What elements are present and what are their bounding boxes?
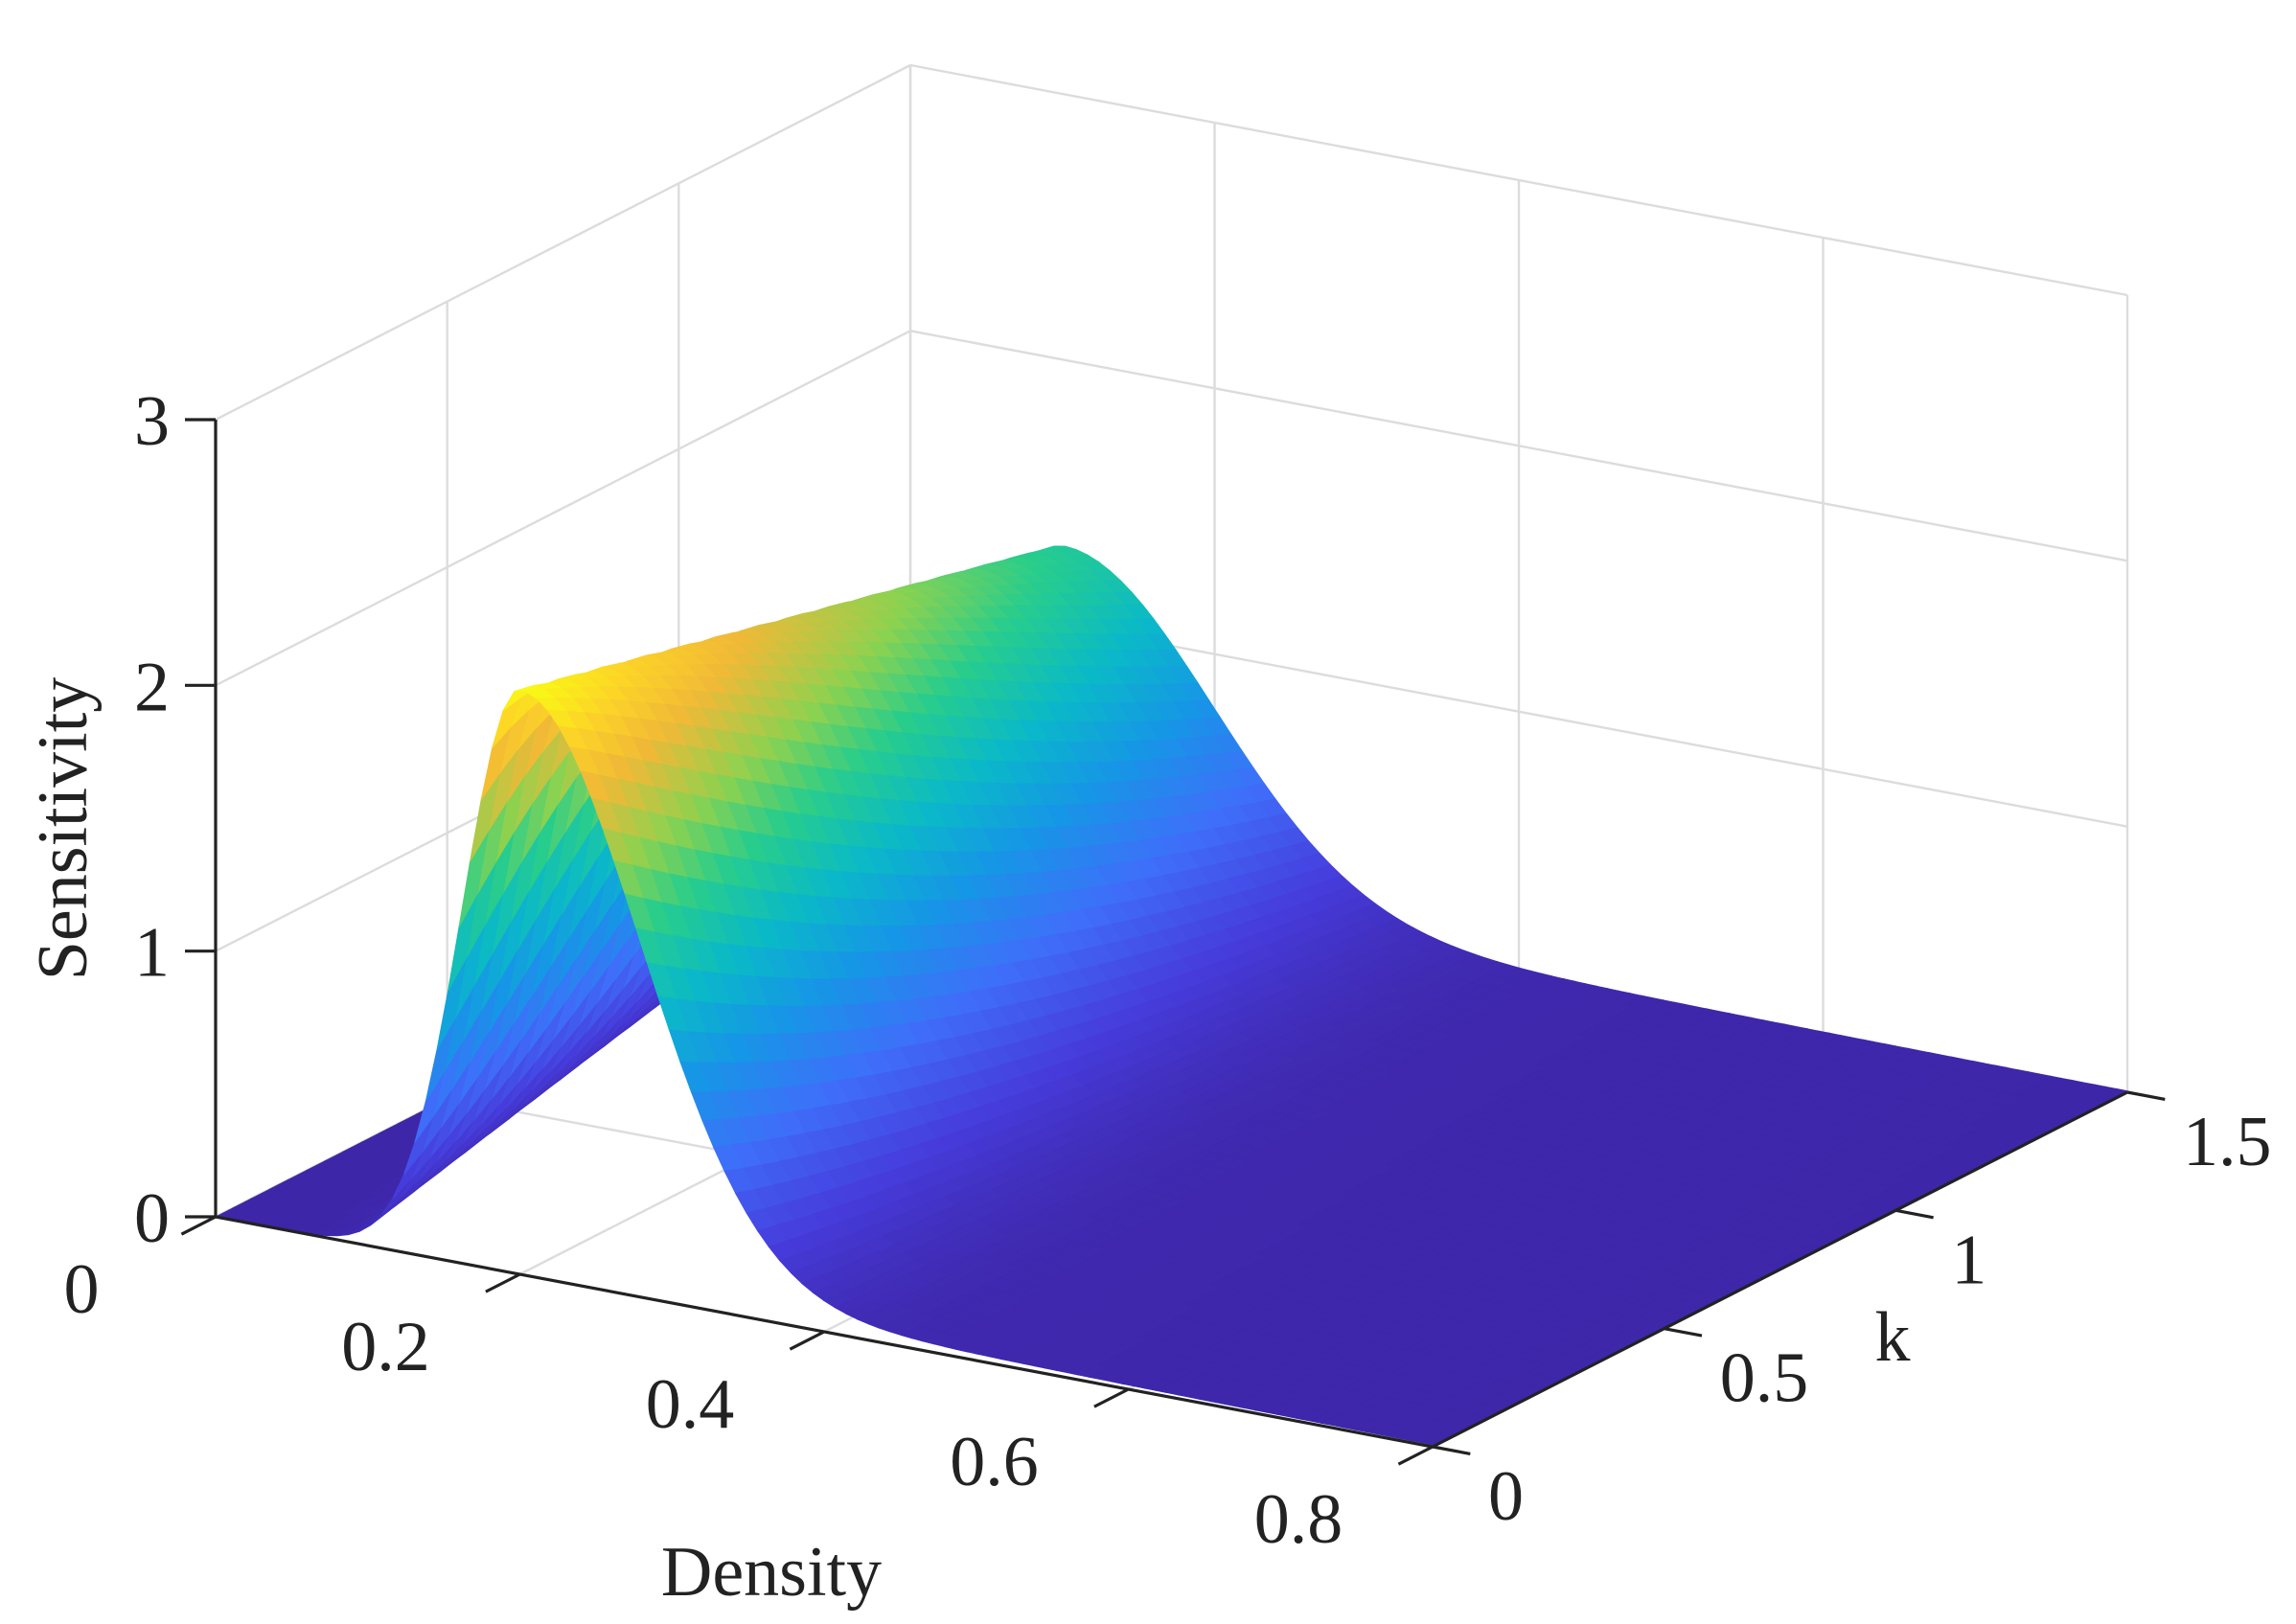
y-tick-label: 1.5: [2183, 1103, 2272, 1181]
x-tick-label: 0: [64, 1250, 100, 1329]
z-tick-label: 2: [134, 648, 170, 726]
y-tick-label: 0: [1488, 1457, 1524, 1536]
x-tick-label: 0.6: [950, 1423, 1039, 1501]
grid-line-back-z: [909, 63, 2128, 297]
grid-line-left-z: [215, 330, 911, 687]
y-tick-mark: [1432, 1445, 1471, 1455]
z-tick-label: 1: [134, 914, 170, 993]
x-axis-label: Density: [661, 1533, 882, 1612]
y-tick-label: 1: [1951, 1221, 1986, 1299]
y-tick-label: 0.5: [1720, 1339, 1809, 1418]
x-tick-label: 0.4: [646, 1365, 735, 1444]
grid-line-back-z: [909, 330, 2128, 562]
y-tick-mark: [1664, 1327, 1703, 1338]
z-axis-label: Sensitivity: [24, 677, 103, 981]
x-tick-label: 0.2: [341, 1308, 430, 1386]
y-tick-mark: [1895, 1208, 1934, 1220]
z-tick-label: 3: [134, 382, 170, 461]
y-tick-mark: [2126, 1090, 2166, 1101]
x-tick-mark: [180, 1215, 217, 1236]
grid-line-left-z: [215, 63, 911, 422]
x-tick-mark: [1397, 1445, 1434, 1466]
x-tick-label: 0.8: [1254, 1480, 1343, 1559]
surface-plot: [214, 545, 2129, 1446]
x-tick-mark: [485, 1272, 521, 1293]
x-tick-mark: [789, 1330, 825, 1351]
y-axis-label: k: [1875, 1298, 1911, 1377]
z-tick-label: 0: [134, 1179, 170, 1258]
x-tick-mark: [1093, 1387, 1130, 1408]
